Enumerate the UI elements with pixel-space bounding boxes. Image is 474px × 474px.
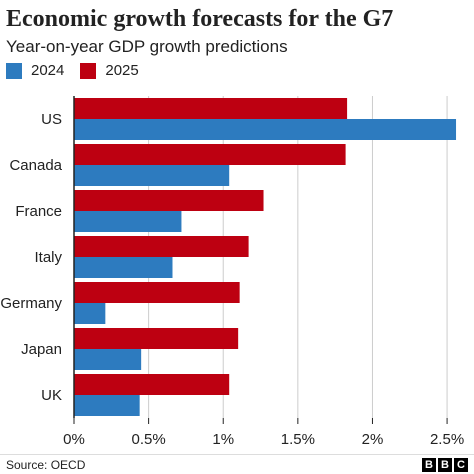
bar-chart: US Canada France Italy Germany Japan UK 0% 0.5% 1… — [0, 96, 464, 448]
bar-2025-japan — [74, 328, 239, 349]
legend-item-2025: 2025 — [80, 61, 139, 81]
x-tick-label: 0% — [63, 431, 85, 448]
logo-letter: C — [454, 458, 468, 472]
category-label: UK — [41, 387, 62, 404]
bar-2025-france — [74, 190, 264, 211]
bbc-logo: B B C — [420, 458, 468, 472]
bar-2025-us — [74, 98, 348, 119]
bar-2024-japan — [74, 349, 142, 370]
legend-swatch-2025 — [80, 63, 97, 79]
category-label: Italy — [34, 249, 62, 266]
legend-swatch-2024 — [6, 63, 22, 79]
bar-2025-canada — [74, 144, 346, 165]
category-label: Japan — [21, 341, 62, 358]
bar-2024-uk — [74, 395, 140, 416]
legend-label-2025: 2025 — [105, 62, 139, 79]
category-label: US — [41, 111, 62, 128]
legend: 2024 2025 — [6, 61, 155, 81]
x-tick-label: 1% — [212, 431, 234, 448]
bar-2024-italy — [74, 257, 173, 278]
legend-item-2024: 2024 — [6, 61, 64, 81]
x-tick-label: 1.5% — [281, 431, 315, 448]
category-label: France — [15, 203, 62, 220]
bar-2024-us — [74, 119, 457, 140]
bar-2024-france — [74, 211, 182, 232]
bar-2024-canada — [74, 165, 230, 186]
bar-2024-germany — [74, 303, 106, 324]
bar-2025-germany — [74, 282, 240, 303]
x-tick-label: 2.5% — [430, 431, 464, 448]
footer-divider — [0, 454, 474, 455]
category-label: Canada — [9, 157, 62, 174]
chart-title: Economic growth forecasts for the G7 — [6, 6, 394, 32]
logo-letter: B — [422, 458, 436, 472]
bar-2025-uk — [74, 374, 230, 395]
bar-2025-italy — [74, 236, 249, 257]
source-note: Source: OECD — [6, 458, 86, 472]
category-label: Germany — [0, 295, 62, 312]
chart-subtitle: Year-on-year GDP growth predictions — [6, 37, 288, 56]
x-tick-label: 2% — [362, 431, 384, 448]
legend-label-2024: 2024 — [31, 62, 65, 79]
logo-letter: B — [438, 458, 452, 472]
x-tick-label: 0.5% — [132, 431, 166, 448]
